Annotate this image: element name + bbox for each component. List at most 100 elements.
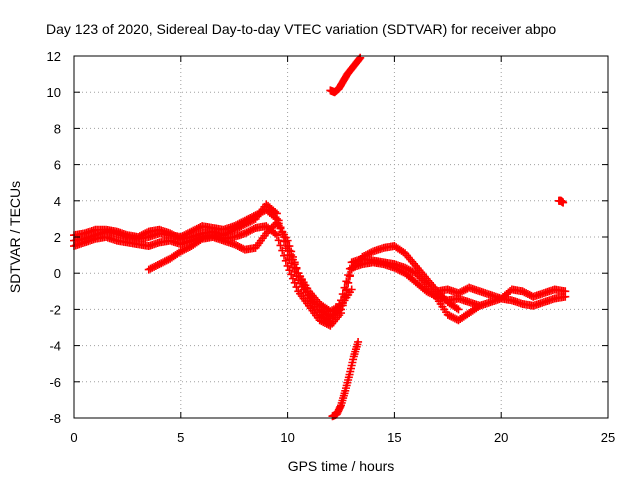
data-point <box>317 317 326 326</box>
data-point <box>415 272 424 281</box>
data-point <box>288 252 297 261</box>
data-point <box>520 288 529 297</box>
data-point <box>525 290 534 299</box>
data-point <box>561 287 570 296</box>
data-point <box>196 236 205 245</box>
data-point <box>233 242 242 251</box>
data-point <box>176 247 185 256</box>
data-point <box>231 224 240 233</box>
data-point <box>452 304 461 313</box>
data-point <box>183 243 192 252</box>
data-point <box>417 274 426 283</box>
data-point <box>345 271 354 280</box>
data-point <box>182 244 191 253</box>
data-point <box>392 264 401 273</box>
data-point <box>157 259 166 268</box>
data-point <box>148 263 157 272</box>
data-point <box>162 256 171 265</box>
data-point <box>246 226 255 235</box>
data-point <box>235 242 244 251</box>
y-tick-label: 0 <box>54 266 61 281</box>
series-arc-e <box>433 283 570 303</box>
data-point <box>413 271 422 280</box>
y-tick-label: 12 <box>47 49 61 64</box>
data-point <box>335 302 344 311</box>
y-tick-label: 2 <box>54 230 61 245</box>
data-point <box>354 337 363 346</box>
data-point <box>342 286 351 295</box>
data-point <box>135 232 144 241</box>
x-tick-label: 0 <box>70 430 77 445</box>
data-point <box>280 251 289 260</box>
data-point <box>458 287 467 296</box>
data-point <box>244 218 253 227</box>
data-point <box>178 246 187 255</box>
data-point <box>287 247 296 256</box>
series-arc-h <box>554 196 568 207</box>
data-point <box>320 318 329 327</box>
data-point <box>141 229 150 238</box>
data-point <box>248 225 256 234</box>
data-point <box>242 219 251 228</box>
data-point <box>506 286 515 295</box>
data-point <box>454 289 463 298</box>
data-point <box>240 229 249 238</box>
data-point <box>344 278 353 287</box>
series-arc-f <box>326 53 365 97</box>
data-point <box>285 242 294 251</box>
data-point <box>319 318 328 327</box>
data-point <box>393 265 402 274</box>
data-point <box>151 261 160 270</box>
data-point <box>397 267 406 276</box>
series-arc-d <box>144 218 356 316</box>
data-point <box>390 263 399 272</box>
data-point <box>146 264 155 273</box>
data-point <box>461 285 470 294</box>
data-point <box>272 209 281 218</box>
data-point <box>367 248 376 257</box>
data-point <box>278 246 287 255</box>
data-point <box>281 256 290 265</box>
y-tick-label: 6 <box>54 158 61 173</box>
data-point <box>137 231 146 240</box>
chart-title: Day 123 of 2020, Sidereal Day-to-day VTE… <box>46 21 556 37</box>
data-point <box>315 316 324 325</box>
data-point <box>288 274 297 283</box>
data-point <box>249 224 258 233</box>
data-point <box>142 228 151 237</box>
data-point <box>239 221 248 230</box>
data-point <box>408 267 417 276</box>
data-point <box>422 287 431 296</box>
data-point <box>240 220 249 229</box>
axis-ticks: 0 5 10 15 20 25 -8 -6 -4 -2 0 2 4 6 8 10 12 <box>47 49 616 445</box>
data-point <box>159 258 167 267</box>
data-point <box>230 240 239 249</box>
data-point <box>559 198 568 207</box>
data-point <box>264 227 273 236</box>
data-point <box>328 306 337 315</box>
data-point <box>292 263 301 272</box>
data-point <box>429 290 438 299</box>
data-point <box>244 227 253 236</box>
y-tick-label: 8 <box>54 121 61 136</box>
data-point <box>248 216 256 225</box>
series-arc-g <box>328 337 363 421</box>
data-point <box>522 289 531 298</box>
series-arc-c <box>70 222 570 330</box>
data-point <box>287 270 296 279</box>
plot-area <box>70 53 570 421</box>
data-point <box>426 289 434 298</box>
data-point <box>276 241 285 250</box>
data-point <box>420 278 429 287</box>
data-point <box>427 290 436 299</box>
data-point <box>237 222 246 231</box>
x-tick-label: 20 <box>494 430 508 445</box>
data-point <box>180 245 189 254</box>
data-point <box>153 261 162 270</box>
data-point <box>342 277 351 286</box>
data-point <box>150 262 159 271</box>
data-point <box>271 220 280 229</box>
data-point <box>356 53 365 62</box>
x-tick-label: 10 <box>280 430 294 445</box>
